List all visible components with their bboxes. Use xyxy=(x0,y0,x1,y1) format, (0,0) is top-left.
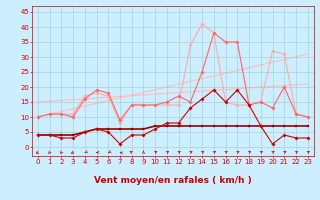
X-axis label: Vent moyen/en rafales ( km/h ): Vent moyen/en rafales ( km/h ) xyxy=(94,176,252,185)
